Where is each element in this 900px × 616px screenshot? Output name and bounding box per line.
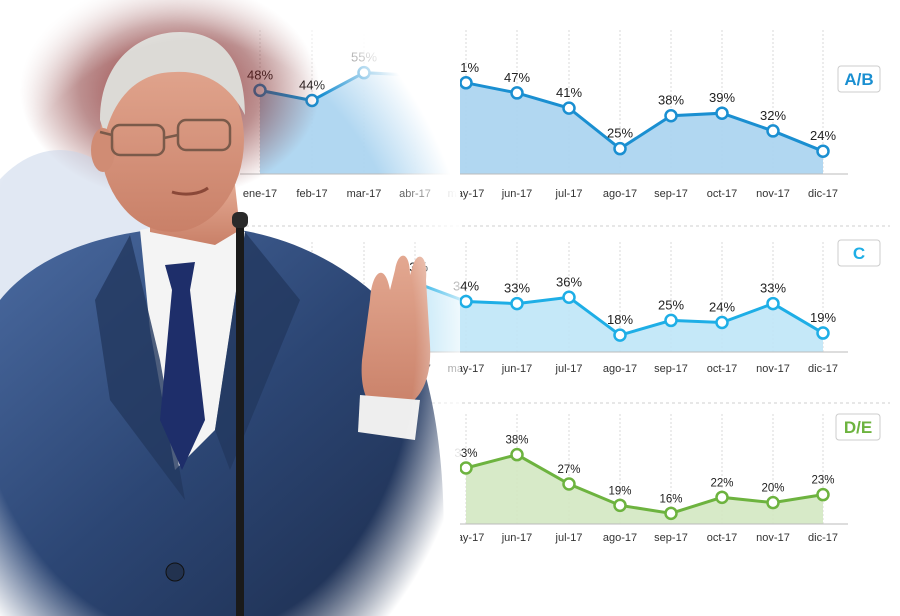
data-point xyxy=(459,76,473,90)
data-label: 24% xyxy=(810,128,836,143)
data-label: 36% xyxy=(556,274,582,289)
data-label: 32% xyxy=(760,108,786,123)
tick-label: nov-17 xyxy=(756,532,790,544)
data-point xyxy=(613,498,627,513)
data-label: 22% xyxy=(710,477,733,489)
data-label: 27% xyxy=(557,464,580,476)
data-point xyxy=(613,141,627,156)
data-point xyxy=(766,495,780,510)
panel-badge xyxy=(837,65,881,93)
panel-badge xyxy=(835,413,881,441)
data-point xyxy=(715,106,729,120)
data-label: 25% xyxy=(607,126,633,141)
data-point xyxy=(510,86,524,100)
data-point xyxy=(664,506,678,521)
data-label: 38% xyxy=(658,93,684,108)
tick-label: jun-17 xyxy=(501,532,533,544)
data-point xyxy=(459,461,473,475)
data-label: 19% xyxy=(608,485,631,497)
tick-label: jun-17 xyxy=(501,188,533,200)
photo-vignette xyxy=(0,0,460,616)
data-label: 33% xyxy=(454,448,477,460)
panel-badge-label: D/E xyxy=(844,418,872,437)
data-label: 47% xyxy=(504,70,530,85)
data-label: 33% xyxy=(760,281,786,296)
data-point xyxy=(613,328,627,342)
data-label: 23% xyxy=(811,475,834,487)
data-point xyxy=(766,124,780,138)
tick-label: sep-17 xyxy=(654,532,688,544)
panel-badge-label: A/B xyxy=(844,70,873,89)
data-point xyxy=(459,294,473,309)
data-point xyxy=(816,326,830,340)
tick-label: nov-17 xyxy=(756,363,790,375)
data-point xyxy=(816,487,830,502)
series-line xyxy=(465,453,824,515)
tick-label: dic-17 xyxy=(808,188,838,200)
series-area xyxy=(415,282,823,352)
data-point xyxy=(510,447,524,462)
data-point xyxy=(562,290,576,305)
tick-label: jul-17 xyxy=(555,532,583,544)
tick-label: ago-17 xyxy=(603,363,637,375)
data-point xyxy=(664,108,678,123)
data-label: 18% xyxy=(607,312,633,327)
data-point xyxy=(664,313,678,328)
data-label: 33% xyxy=(504,281,530,296)
series-area xyxy=(466,454,823,524)
panel-badge xyxy=(837,239,881,267)
tick-label: oct-17 xyxy=(707,363,738,375)
tick-label: dic-17 xyxy=(808,532,838,544)
data-point xyxy=(816,144,830,158)
data-point xyxy=(562,477,576,491)
data-point xyxy=(766,296,780,311)
tick-label: dic-17 xyxy=(808,363,838,375)
politician-at-microphone-photo xyxy=(0,0,460,616)
tick-label: jul-17 xyxy=(555,363,583,375)
tick-label: nov-17 xyxy=(756,188,790,200)
data-point xyxy=(715,490,729,505)
data-label: 41% xyxy=(556,85,582,100)
data-point xyxy=(510,296,524,311)
tick-label: sep-17 xyxy=(654,188,688,200)
data-label: 24% xyxy=(709,300,735,315)
data-label: 25% xyxy=(658,297,684,312)
data-point xyxy=(562,101,576,115)
data-point xyxy=(715,315,729,330)
tick-label: oct-17 xyxy=(707,188,738,200)
tick-label: oct-17 xyxy=(707,532,738,544)
data-label: 16% xyxy=(659,493,682,505)
tick-label: sep-17 xyxy=(654,363,688,375)
tick-label: jul-17 xyxy=(555,188,583,200)
tick-label: ago-17 xyxy=(603,532,637,544)
panel-badge-label: C xyxy=(853,244,865,263)
data-label: 38% xyxy=(505,435,528,447)
data-label: 19% xyxy=(810,310,836,325)
data-label: 20% xyxy=(761,483,784,495)
data-label: 39% xyxy=(709,90,735,105)
tick-label: ago-17 xyxy=(603,188,637,200)
tick-label: jun-17 xyxy=(501,363,533,375)
